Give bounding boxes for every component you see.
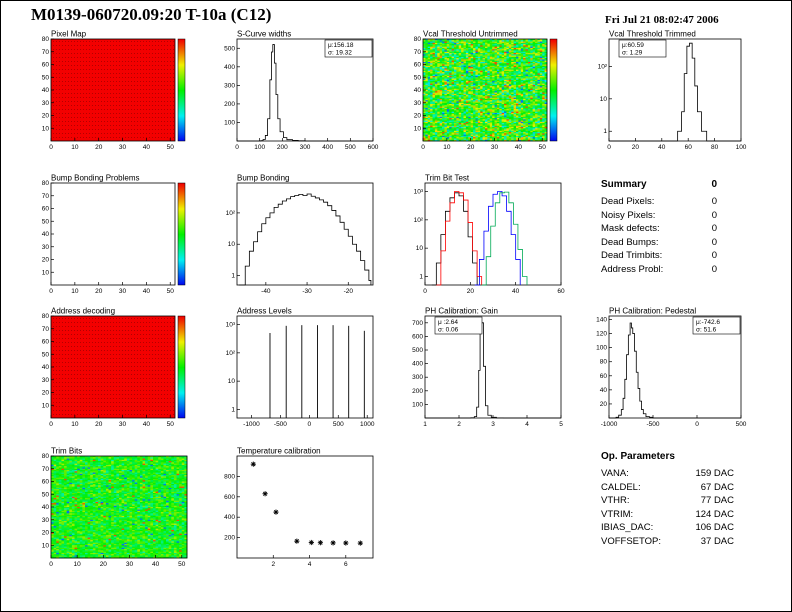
summary-row-value: 0	[711, 263, 717, 275]
vcal-threshold-trimmed-chart-canvas	[583, 29, 747, 155]
op-parameter-row: VOFFSETOP: 37 DAC	[601, 535, 734, 549]
bump-bonding-chart-canvas	[211, 173, 379, 299]
summary-panel: Summary 0 Dead Pixels: 0 Noisy Pixels: 0 M…	[601, 179, 717, 276]
op-parameter-value: 67 DAC	[700, 481, 734, 493]
summary-row: Dead Bumps: 0	[601, 236, 717, 250]
op-parameter-value: 159 DAC	[695, 468, 734, 479]
address-decoding-chart-canvas	[27, 306, 193, 432]
op-parameter-label: CALDEL:	[601, 481, 641, 493]
trim-bit-test-chart	[399, 173, 567, 299]
summary-row-value: 0	[711, 196, 717, 207]
summary-row-label: Dead Trimbits:	[601, 250, 663, 261]
summary-row-label: Dead Bumps:	[601, 236, 659, 248]
summary-row-value: 0	[711, 223, 717, 234]
address-decoding-chart	[27, 306, 193, 432]
op-parameter-label: VTHR:	[601, 495, 630, 506]
trim-bits-chart-canvas	[27, 446, 193, 572]
s-curve-widths-chart-canvas	[211, 29, 379, 155]
summary-row-label: Dead Pixels:	[601, 196, 655, 207]
op-parameter-row: IBIAS_DAC: 106 DAC	[601, 521, 734, 535]
summary-title: Summary	[601, 179, 647, 190]
timestamp: Fri Jul 21 08:02:47 2006	[605, 14, 719, 26]
summary-row: Noisy Pixels: 0	[601, 209, 717, 223]
bump-bonding-problems-chart-canvas	[27, 173, 193, 299]
summary-row: Dead Trimbits: 0	[601, 249, 717, 263]
op-parameters-panel: Op. Parameters VANA: 159 DAC CALDEL: 67 DA…	[601, 451, 734, 548]
op-parameter-label: IBIAS_DAC:	[601, 522, 654, 533]
ph-calibration-gain-chart-canvas	[399, 306, 567, 432]
op-parameter-row: VTRIM: 124 DAC	[601, 508, 734, 522]
op-parameters-title-row: Op. Parameters	[601, 451, 734, 462]
ph-calibration-pedestal-chart-canvas	[583, 306, 747, 432]
op-parameter-value: 106 DAC	[695, 522, 734, 533]
op-parameters-title: Op. Parameters	[601, 451, 675, 462]
op-parameter-value: 77 DAC	[700, 495, 734, 506]
ph-calibration-gain-chart	[399, 306, 567, 432]
summary-row-value: 0	[711, 250, 717, 261]
op-parameter-value: 124 DAC	[695, 508, 734, 520]
pixel-map-chart	[27, 29, 193, 155]
op-parameter-label: VANA:	[601, 468, 629, 479]
summary-row-value: 0	[711, 236, 717, 248]
trim-bit-test-chart-canvas	[399, 173, 567, 299]
summary-row: Dead Pixels: 0	[601, 195, 717, 209]
op-parameter-row: VANA: 159 DAC	[601, 467, 734, 481]
summary-row: Mask defects: 0	[601, 222, 717, 236]
s-curve-widths-chart	[211, 29, 379, 155]
op-parameter-label: VTRIM:	[601, 508, 634, 520]
vcal-threshold-trimmed-chart	[583, 29, 747, 155]
summary-row-value: 0	[711, 209, 717, 221]
summary-title-row: Summary 0	[601, 179, 717, 190]
ph-calibration-pedestal-chart	[583, 306, 747, 432]
vcal-threshold-untrimmed-chart-canvas	[399, 29, 565, 155]
temperature-calibration-chart-canvas	[211, 446, 379, 572]
page-title: M0139-060720.09:20 T-10a (C12)	[31, 5, 272, 24]
bump-bonding-chart	[211, 173, 379, 299]
trim-bits-chart	[27, 446, 193, 572]
pixel-map-chart-canvas	[27, 29, 193, 155]
address-levels-chart-canvas	[211, 306, 379, 432]
summary-row: Address Probl: 0	[601, 263, 717, 277]
op-parameter-value: 37 DAC	[700, 535, 734, 547]
address-levels-chart	[211, 306, 379, 432]
summary-row-label: Noisy Pixels:	[601, 209, 656, 221]
bump-bonding-problems-chart	[27, 173, 193, 299]
vcal-threshold-untrimmed-chart	[399, 29, 565, 155]
op-parameter-row: CALDEL: 67 DAC	[601, 481, 734, 495]
summary-total: 0	[711, 179, 717, 190]
op-parameter-row: VTHR: 77 DAC	[601, 494, 734, 508]
op-parameter-label: VOFFSETOP:	[601, 535, 662, 547]
temperature-calibration-chart	[211, 446, 379, 572]
summary-row-label: Address Probl:	[601, 263, 664, 275]
summary-row-label: Mask defects:	[601, 223, 660, 234]
